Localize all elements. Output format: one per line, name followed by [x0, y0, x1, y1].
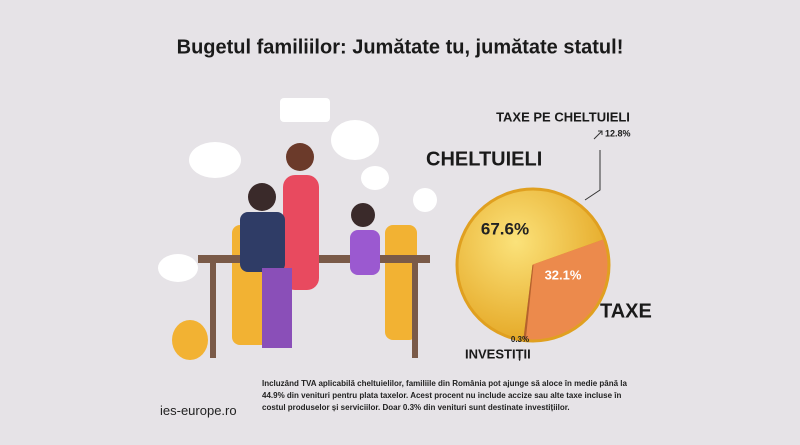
value-label: 67.6% [481, 219, 529, 238]
arrow-icon [593, 130, 603, 140]
pie-rim [455, 187, 611, 343]
footnote: Incluzând TVA aplicabilă cheltuielilor, … [262, 379, 627, 412]
annotation-label: 12.8% [605, 128, 631, 138]
value-label: 32.1% [545, 267, 582, 282]
illustration [158, 98, 437, 360]
category-label: CHELTUIELI [426, 148, 542, 170]
annotation-pointer [584, 150, 601, 201]
category-label: INVESTIȚII [465, 346, 531, 361]
chart-title: Bugetul familiilor: Jumătate tu, jumătat… [177, 36, 624, 58]
category-label: TAXE [600, 300, 652, 322]
value-label: 0.3% [511, 335, 529, 344]
website: ies-europe.ro [160, 403, 237, 418]
annotation-text: TAXE PE CHELTUIELI [496, 109, 630, 124]
